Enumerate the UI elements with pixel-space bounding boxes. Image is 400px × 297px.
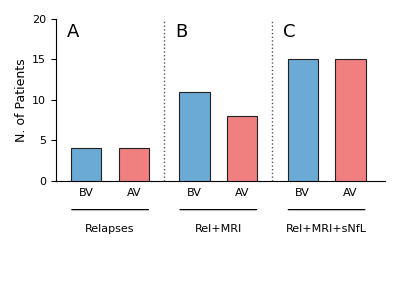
Text: Relapses: Relapses — [85, 224, 135, 234]
Bar — [179, 92, 210, 181]
Bar — [119, 148, 149, 181]
Text: B: B — [175, 23, 187, 41]
Text: Rel+MRI+sNfL: Rel+MRI+sNfL — [286, 224, 367, 234]
Y-axis label: N. of Patients: N. of Patients — [15, 58, 28, 142]
Bar — [288, 59, 318, 181]
Text: Rel+MRI: Rel+MRI — [195, 224, 242, 234]
Bar — [71, 148, 102, 181]
Bar — [227, 116, 257, 181]
Text: C: C — [283, 23, 296, 41]
Bar — [335, 59, 366, 181]
Text: A: A — [67, 23, 79, 41]
